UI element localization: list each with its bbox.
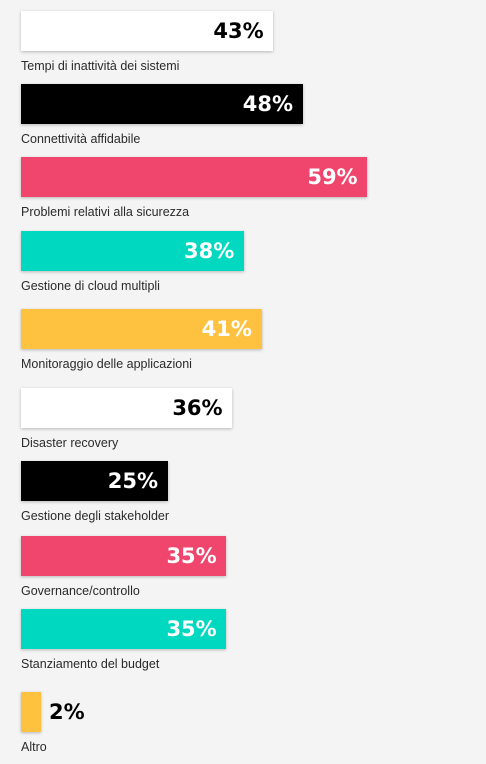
category-label: Connettività affidabile — [21, 132, 141, 146]
category-label: Gestione degli stakeholder — [21, 509, 170, 523]
bar-value-label: 41% — [201, 317, 252, 341]
bar-value-label: 2% — [49, 700, 85, 724]
category-label: Governance/controllo — [21, 584, 140, 598]
category-label: Monitoraggio delle applicazioni — [21, 357, 192, 371]
category-label: Disaster recovery — [21, 436, 119, 450]
bar-value-label: 59% — [307, 165, 358, 189]
bar-value-label: 38% — [184, 239, 235, 263]
bar — [21, 461, 168, 501]
category-label: Stanziamento del budget — [21, 657, 160, 671]
bar-value-label: 36% — [172, 396, 223, 420]
bar-value-label: 25% — [107, 469, 159, 493]
bar — [21, 309, 262, 349]
bar — [21, 692, 41, 732]
bar — [21, 536, 227, 576]
category-label: Tempi di inattività dei sistemi — [21, 59, 180, 73]
bar-value-label: 35% — [166, 544, 217, 568]
category-label: Altro — [21, 740, 47, 754]
bar — [21, 11, 274, 51]
bar — [21, 388, 233, 428]
bar — [21, 157, 368, 197]
bar-value-label: 43% — [213, 19, 264, 43]
bar — [21, 84, 303, 124]
bar — [21, 609, 227, 649]
category-label: Problemi relativi alla sicurezza — [21, 205, 190, 219]
bar — [21, 231, 245, 271]
bar-value-label: 35% — [166, 617, 217, 641]
category-label: Gestione di cloud multipli — [21, 279, 160, 293]
bar-value-label: 48% — [242, 92, 294, 116]
